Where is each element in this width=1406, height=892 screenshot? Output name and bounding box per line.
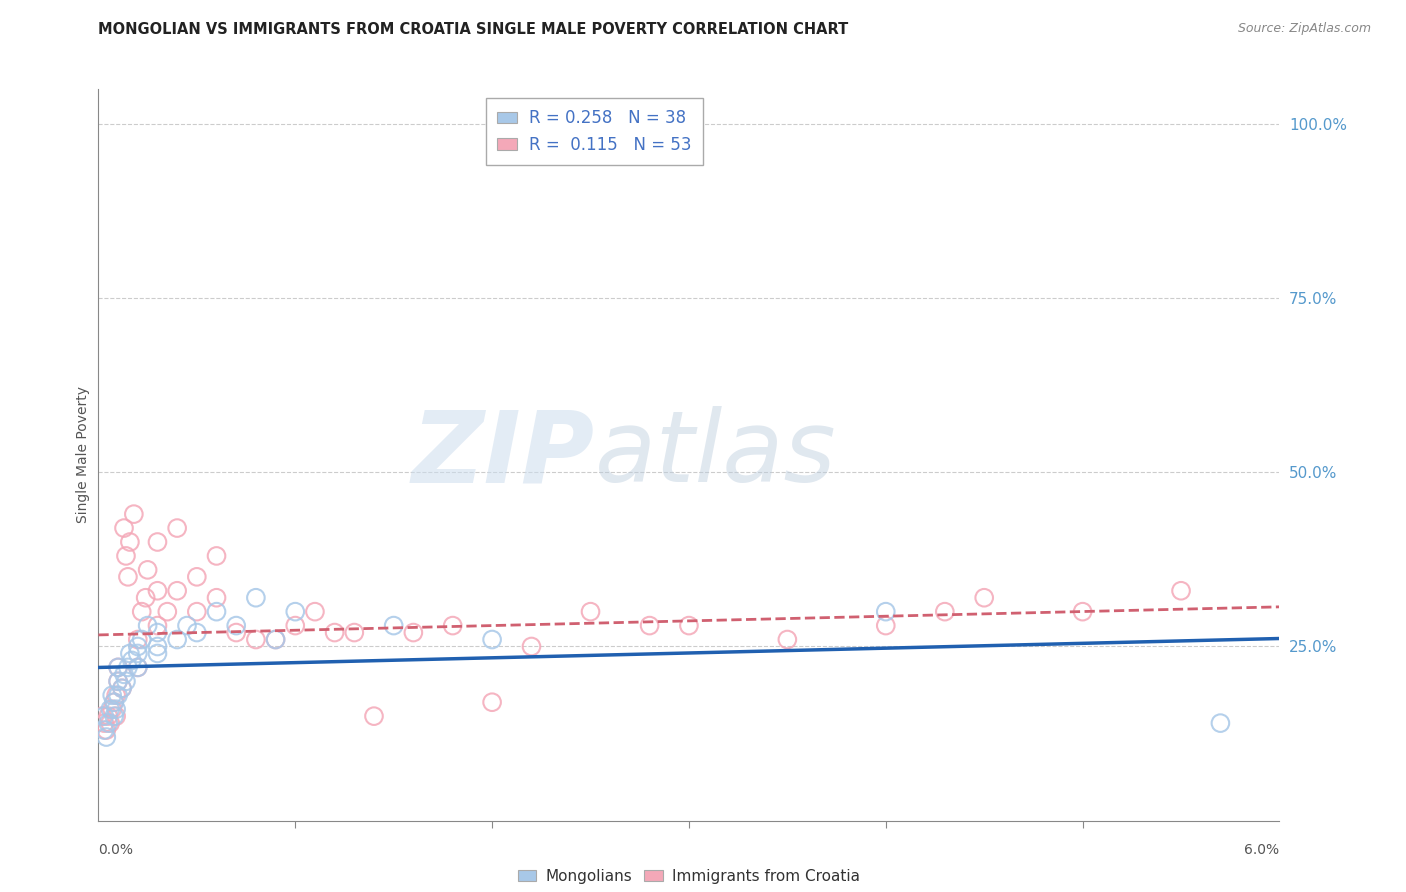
Point	[112, 667, 135, 681]
Point	[166, 521, 188, 535]
Point	[127, 640, 149, 654]
Point	[127, 647, 149, 661]
Point	[127, 660, 149, 674]
Point	[135, 591, 157, 605]
Point	[97, 716, 120, 731]
Point	[121, 653, 143, 667]
Text: ZIP: ZIP	[412, 407, 595, 503]
Point	[481, 632, 503, 647]
Point	[97, 709, 120, 723]
Point	[146, 647, 169, 661]
Point	[284, 605, 307, 619]
Point	[441, 618, 464, 632]
Point	[205, 591, 228, 605]
Point	[105, 709, 128, 723]
Point	[481, 695, 503, 709]
Point	[127, 660, 149, 674]
Point	[93, 716, 115, 731]
Point	[520, 640, 543, 654]
Point	[579, 605, 602, 619]
Point	[973, 591, 995, 605]
Point	[98, 716, 121, 731]
Point	[166, 583, 188, 598]
Point	[118, 647, 141, 661]
Point	[776, 632, 799, 647]
Point	[103, 695, 125, 709]
Point	[136, 563, 159, 577]
Point	[186, 570, 208, 584]
Point	[225, 625, 247, 640]
Point	[105, 702, 128, 716]
Point	[111, 681, 134, 696]
Point	[118, 535, 141, 549]
Point	[107, 674, 129, 689]
Text: Source: ZipAtlas.com: Source: ZipAtlas.com	[1237, 22, 1371, 36]
Point	[382, 618, 405, 632]
Point	[304, 605, 326, 619]
Point	[115, 674, 138, 689]
Point	[146, 535, 169, 549]
Point	[186, 605, 208, 619]
Point	[105, 688, 128, 702]
Point	[343, 625, 366, 640]
Text: 6.0%: 6.0%	[1244, 843, 1279, 857]
Point	[107, 660, 129, 674]
Point	[176, 618, 198, 632]
Point	[122, 507, 145, 521]
Point	[91, 709, 114, 723]
Point	[225, 618, 247, 632]
Point	[146, 583, 169, 598]
Point	[98, 702, 121, 716]
Point	[205, 549, 228, 563]
Point	[186, 625, 208, 640]
Point	[1209, 716, 1232, 731]
Point	[875, 605, 897, 619]
Point	[103, 695, 125, 709]
Point	[93, 723, 115, 737]
Text: atlas: atlas	[595, 407, 837, 503]
Legend: Mongolians, Immigrants from Croatia: Mongolians, Immigrants from Croatia	[512, 863, 866, 890]
Point	[264, 632, 287, 647]
Point	[402, 625, 425, 640]
Point	[245, 591, 267, 605]
Point	[107, 674, 129, 689]
Point	[264, 632, 287, 647]
Point	[131, 605, 153, 619]
Point	[107, 660, 129, 674]
Point	[107, 688, 129, 702]
Point	[117, 660, 139, 674]
Point	[93, 709, 115, 723]
Point	[638, 618, 661, 632]
Point	[127, 632, 149, 647]
Point	[103, 709, 125, 723]
Point	[875, 618, 897, 632]
Text: MONGOLIAN VS IMMIGRANTS FROM CROATIA SINGLE MALE POVERTY CORRELATION CHART: MONGOLIAN VS IMMIGRANTS FROM CROATIA SIN…	[98, 22, 849, 37]
Point	[131, 632, 153, 647]
Point	[136, 618, 159, 632]
Y-axis label: Single Male Poverty: Single Male Poverty	[76, 386, 90, 524]
Point	[146, 625, 169, 640]
Point	[96, 723, 118, 737]
Point	[111, 681, 134, 696]
Point	[112, 521, 135, 535]
Point	[146, 618, 169, 632]
Point	[678, 618, 700, 632]
Point	[934, 605, 956, 619]
Point	[323, 625, 346, 640]
Point	[245, 632, 267, 647]
Point	[146, 640, 169, 654]
Point	[363, 709, 385, 723]
Point	[115, 549, 138, 563]
Point	[117, 570, 139, 584]
Text: 0.0%: 0.0%	[98, 843, 134, 857]
Point	[101, 702, 124, 716]
Point	[284, 618, 307, 632]
Point	[101, 688, 124, 702]
Point	[96, 730, 118, 744]
Point	[156, 605, 179, 619]
Point	[205, 605, 228, 619]
Point	[166, 632, 188, 647]
Point	[1071, 605, 1094, 619]
Point	[1170, 583, 1192, 598]
